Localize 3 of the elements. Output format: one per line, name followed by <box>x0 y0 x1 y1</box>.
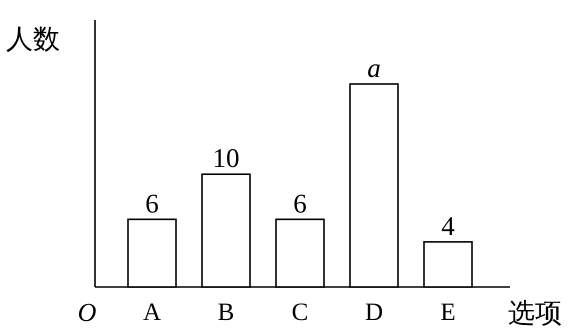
xlabel: 选项 <box>508 298 562 328</box>
ylabel: 人数 <box>6 24 60 54</box>
annotation: O <box>78 298 96 327</box>
